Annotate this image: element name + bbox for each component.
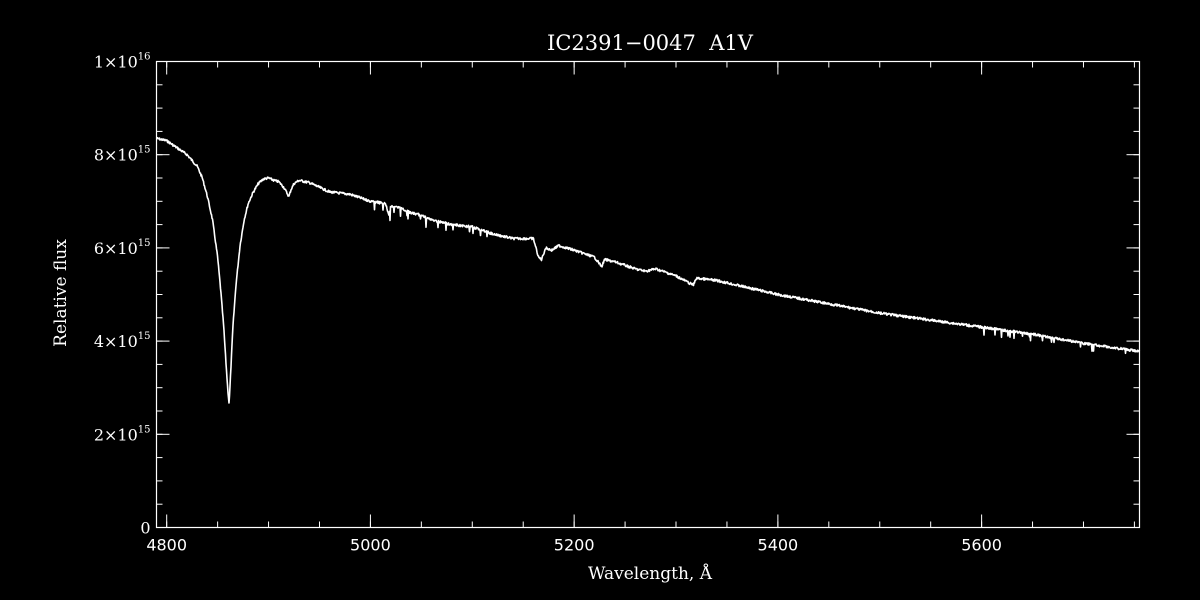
y-tick-exponent: 15 bbox=[138, 424, 151, 435]
y-tick-exponent: 16 bbox=[138, 52, 151, 63]
chart-title: IC2391−0047 A1V bbox=[547, 31, 754, 55]
y-tick-exponent: 15 bbox=[138, 238, 151, 249]
y-tick-label: 8×1015 bbox=[94, 145, 151, 165]
spectrum-line bbox=[156, 136, 1141, 404]
y-tick-label: 1×1016 bbox=[94, 52, 151, 72]
plot-frame bbox=[155, 60, 1141, 529]
y-tick-label: 6×1015 bbox=[94, 238, 151, 258]
x-axis-label: Wavelength, Å bbox=[588, 563, 713, 584]
y-tick-exponent: 15 bbox=[138, 331, 151, 342]
y-tick-label: 2×1015 bbox=[94, 424, 151, 444]
x-tick-label: 4800 bbox=[146, 536, 187, 555]
y-axis-label: Relative flux bbox=[51, 239, 71, 347]
axis-tick-labels: 4800 5000 5200 5400 560002×10154×10156×10158… bbox=[94, 52, 1002, 555]
x-tick-label: 5600 bbox=[961, 536, 1002, 555]
y-tick-mantissa: 8×10 bbox=[94, 146, 138, 165]
y-tick-mantissa: 6×10 bbox=[94, 239, 138, 258]
x-tick-label: 5000 bbox=[350, 536, 391, 555]
y-tick-mantissa: 2×10 bbox=[94, 425, 138, 444]
y-tick-label: 0 bbox=[140, 519, 150, 538]
x-tick-label: 5400 bbox=[758, 536, 799, 555]
y-tick-mantissa: 0 bbox=[140, 519, 150, 538]
y-tick-mantissa: 1×10 bbox=[94, 53, 138, 72]
y-tick-mantissa: 4×10 bbox=[94, 332, 138, 351]
y-tick-exponent: 15 bbox=[138, 145, 151, 156]
x-tick-label: 5200 bbox=[554, 536, 595, 555]
y-tick-label: 4×1015 bbox=[94, 331, 151, 351]
